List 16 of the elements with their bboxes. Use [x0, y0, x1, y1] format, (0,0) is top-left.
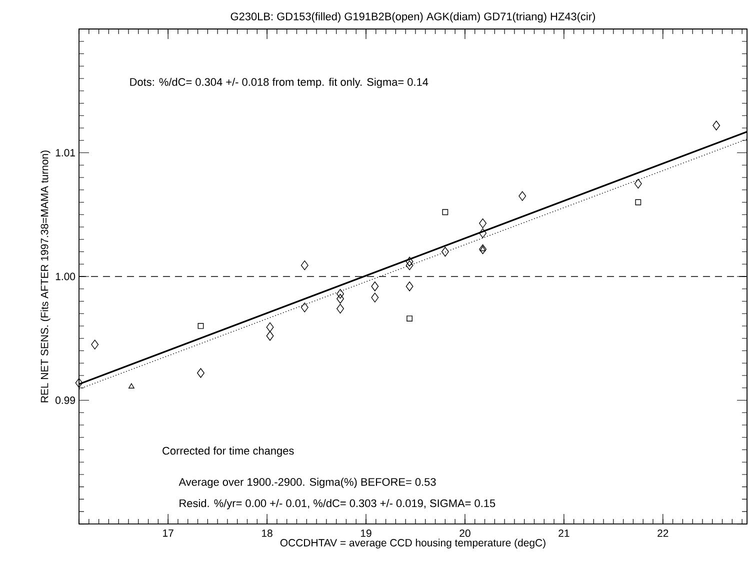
x-tick-label: 18: [262, 530, 272, 537]
y-tick-label: 0.99: [56, 396, 75, 404]
x-tick-label: 19: [360, 530, 372, 537]
x-tick-label: 17: [163, 530, 174, 537]
x-tick-label: 21: [558, 530, 570, 537]
x-axis-title: OCCDHTAV = average CCD housing temperature (degC): [280, 538, 546, 549]
chart-title: G230LB: GD153(filled) G191B2B(open) AGK(diam) GD71(triang) HZ43(cir): [230, 12, 595, 22]
y-axis-title: REL NET SENS. (Fits AFTER 1997.38=MAMA turnon): [40, 150, 50, 402]
x-tick-label: 22: [658, 530, 668, 537]
annotation: Dots: %/dC= 0.304 +/- 0.018 from temp. fit only. Sigma= 0.14: [130, 78, 428, 88]
x-tick-label: 20: [460, 530, 470, 537]
y-tick-label: 1.00: [56, 272, 76, 280]
annotation: Average over 1900.-2900. Sigma(%) BEFORE= 0.53: [178, 478, 436, 488]
y-tick-label: 1.01: [56, 149, 75, 156]
annotation: Resid. %/yr= 0.00 +/- 0.01, %/dC= 0.303 +/- 0.019, SIGMA= 0.15: [180, 499, 496, 510]
annotation: Corrected for time changes: [162, 446, 294, 457]
